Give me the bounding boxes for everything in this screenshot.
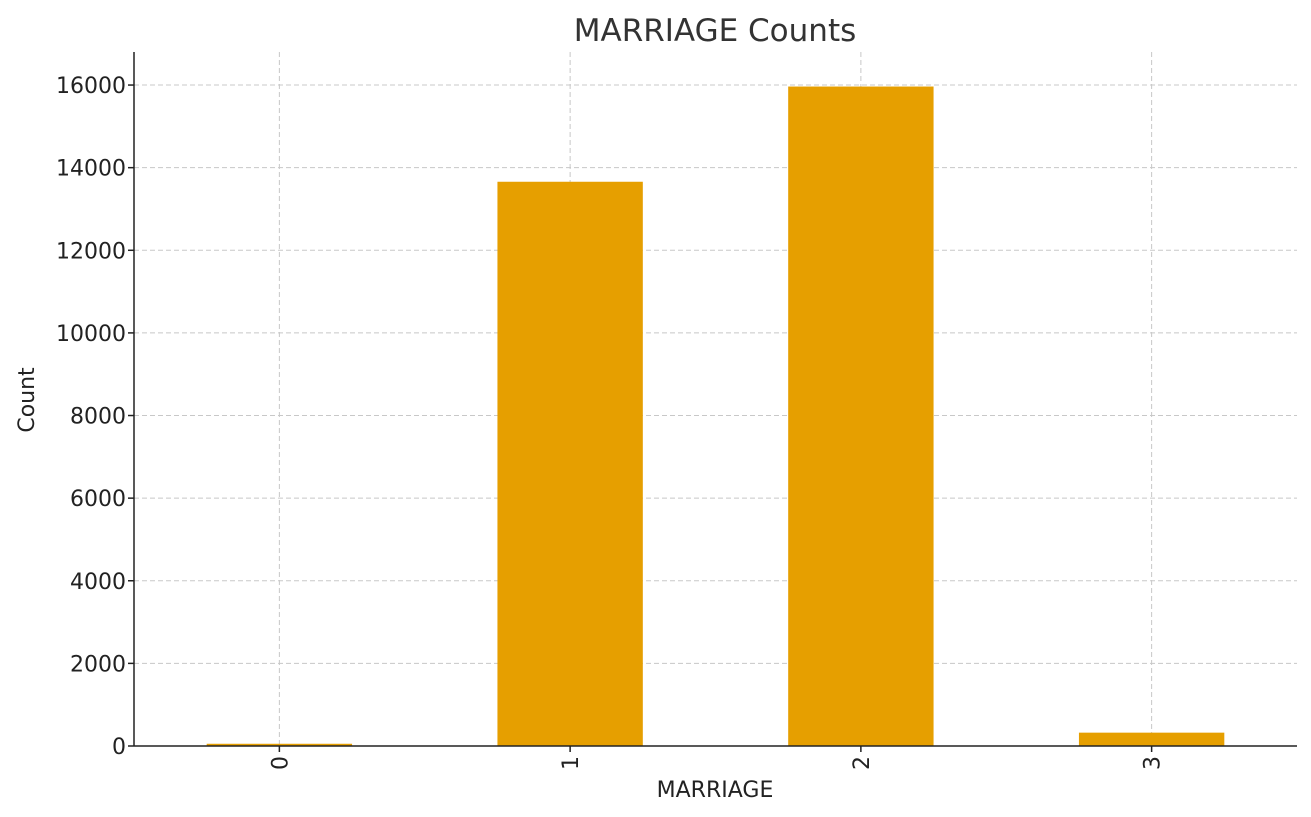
bar-2 [788, 86, 934, 746]
y-tick-label: 2000 [70, 652, 126, 677]
bar-1 [497, 181, 643, 746]
x-tick-label: 2 [850, 756, 875, 770]
y-tick-label: 4000 [70, 570, 126, 595]
x-axis-label: MARRIAGE [657, 778, 774, 803]
bars-layer [206, 86, 1225, 746]
y-tick-label: 8000 [70, 405, 126, 430]
x-tick-label: 1 [559, 756, 584, 770]
y-axis-label: Count [15, 367, 40, 433]
y-tick-label: 0 [112, 735, 126, 760]
y-tick-label: 16000 [56, 74, 126, 99]
y-tick-label: 14000 [56, 157, 126, 182]
bar-3 [1078, 732, 1225, 746]
chart-title: MARRIAGE Counts [574, 13, 857, 49]
x-tick-label: 0 [268, 756, 293, 770]
bar-0 [206, 743, 353, 746]
grid-layer [134, 52, 1297, 747]
y-tick-label: 12000 [56, 239, 126, 264]
y-tick-label: 10000 [56, 322, 126, 347]
x-tick-label: 3 [1141, 756, 1166, 770]
y-tick-label: 6000 [70, 487, 126, 512]
axes-layer: 0 2000 4000 6000 8000 10000 12000 14000 16000 0 1 2… [56, 52, 1297, 770]
